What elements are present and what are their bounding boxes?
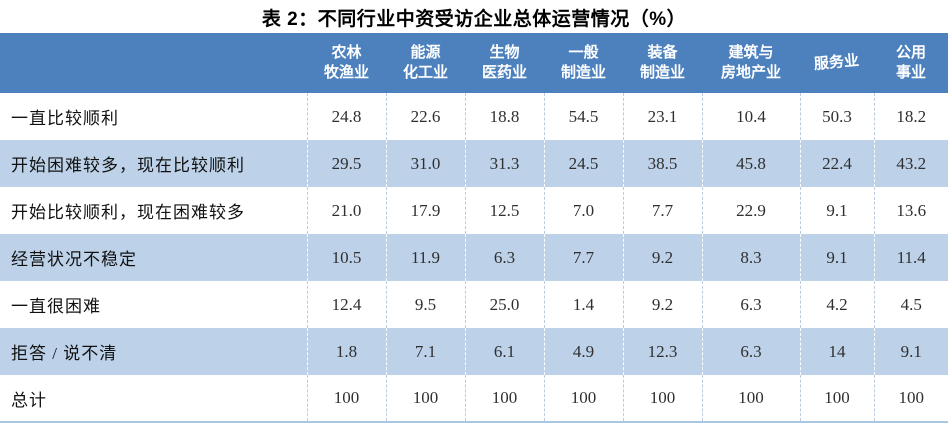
- table-cell: 4.2: [799, 281, 874, 328]
- row-label: 一直很困难: [11, 297, 101, 316]
- table-cell: 6.3: [701, 281, 800, 328]
- table-cell: 31.0: [385, 140, 465, 187]
- table-cell: 31.3: [464, 140, 544, 187]
- column-header-line: 医药业: [481, 64, 527, 81]
- table-cell: 100: [543, 375, 623, 423]
- column-header-line: 建筑与: [728, 44, 774, 61]
- table-cell: 9.1: [873, 328, 948, 375]
- table-cell: 100: [622, 375, 702, 423]
- column-header-line: 制造业: [639, 64, 685, 81]
- table-cell: 24.8: [306, 93, 386, 140]
- row-label: 一直比较顺利: [11, 109, 119, 128]
- table-cell: 23.1: [622, 93, 702, 140]
- column-header-line: 制造业: [560, 64, 606, 81]
- column-header-line: 生物: [489, 44, 520, 61]
- column-header-line: 牧渔业: [323, 64, 369, 81]
- table-cell: 100: [385, 375, 465, 423]
- row-label: 总计: [0, 375, 307, 423]
- table-cell: 9.1: [799, 187, 874, 234]
- table-title: 表 2：不同行业中资受访企业总体运营情况（%）: [261, 9, 687, 30]
- table-cell: 18.2: [873, 93, 948, 140]
- table-cell: 12.3: [622, 328, 702, 375]
- table-cell: 21.0: [306, 187, 386, 234]
- table-cell: 54.5: [543, 93, 623, 140]
- table-cell: 4.5: [873, 281, 948, 328]
- table-cell: 9.5: [385, 281, 465, 328]
- table-row: 一直很困难 12.4 9.5 25.0 1.4 9.2 6.3 4.2 4.5: [0, 281, 948, 328]
- table-cell: 11.9: [385, 234, 465, 281]
- table-cell: 11.4: [873, 234, 948, 281]
- industry-operations-table: 农林 牧渔业 能源 化工业 生物 医药业 一般 制造业 装备 制造业 建筑与 房地产业 服务业 公用 事业 …: [0, 33, 948, 423]
- table-cell: 12.4: [306, 281, 386, 328]
- table-cell: 4.9: [543, 328, 623, 375]
- column-header: 一般 制造业: [544, 33, 623, 93]
- column-header-line: 装备: [647, 44, 678, 61]
- table-cell: 1.8: [306, 328, 386, 375]
- column-header-line: 服务业: [813, 52, 861, 73]
- table-cell: 24.5: [543, 140, 623, 187]
- table-cell: 100: [464, 375, 544, 423]
- table-cell: 1.4: [543, 281, 623, 328]
- table-row: 经营状况不稳定 10.5 11.9 6.3 7.7 9.2 8.3 9.1 11.4: [0, 234, 948, 281]
- column-header-line: 事业: [895, 64, 926, 81]
- table-cell: 8.3: [701, 234, 800, 281]
- table-cell: 100: [873, 375, 948, 423]
- table-cell: 6.3: [464, 234, 544, 281]
- column-header-line: 农林: [331, 44, 362, 61]
- column-header-line: 能源: [410, 44, 441, 61]
- column-header: 生物 医药业: [465, 33, 544, 93]
- table-cell: 100: [701, 375, 800, 423]
- table-cell: 12.5: [464, 187, 544, 234]
- row-label: 开始比较顺利，现在困难较多: [11, 203, 245, 222]
- table-cell: 25.0: [464, 281, 544, 328]
- table-cell: 7.0: [543, 187, 623, 234]
- column-header: 能源 化工业: [386, 33, 465, 93]
- column-header-line: 化工业: [402, 64, 448, 81]
- table-cell: 7.1: [385, 328, 465, 375]
- table-row: 拒答 / 说不清 1.8 7.1 6.1 4.9 12.3 6.3 14 9.1: [0, 328, 948, 375]
- row-label: 开始困难较多，现在比较顺利: [11, 156, 245, 175]
- table-cell: 13.6: [873, 187, 948, 234]
- table-cell: 38.5: [622, 140, 702, 187]
- table-cell: 14: [799, 328, 874, 375]
- table-row: 总计 100 100 100 100 100 100 100 100: [0, 375, 948, 423]
- row-label: 经营状况不稳定: [11, 250, 137, 269]
- table-cell: 6.1: [464, 328, 544, 375]
- table-row: 开始比较顺利，现在困难较多 21.0 17.9 12.5 7.0 7.7 22.9 9.1 13…: [0, 187, 948, 234]
- table-cell: 7.7: [622, 187, 702, 234]
- table-cell: 43.2: [873, 140, 948, 187]
- column-header: 服务业: [800, 33, 874, 93]
- row-label: 拒答 / 说不清: [11, 344, 118, 363]
- column-header-line: 一般: [568, 44, 599, 61]
- table-cell: 22.4: [799, 140, 874, 187]
- table-cell: 29.5: [306, 140, 386, 187]
- table-cell: 10.5: [306, 234, 386, 281]
- column-header: 建筑与 房地产业: [702, 33, 800, 93]
- table-cell: 22.6: [385, 93, 465, 140]
- table-cell: 45.8: [701, 140, 800, 187]
- table-cell: 9.1: [799, 234, 874, 281]
- table-row: 开始困难较多，现在比较顺利 29.5 31.0 31.3 24.5 38.5 45.8 22.…: [0, 140, 948, 187]
- corner-cell: [0, 33, 307, 93]
- table-cell: 6.3: [701, 328, 800, 375]
- column-header-line: 公用: [895, 44, 926, 61]
- table-cell: 9.2: [622, 234, 702, 281]
- table-header-row: 农林 牧渔业 能源 化工业 生物 医药业 一般 制造业 装备 制造业 建筑与 房地产业 服务业 公用 事业: [0, 33, 948, 93]
- table-cell: 17.9: [385, 187, 465, 234]
- table-cell: 50.3: [799, 93, 874, 140]
- table-cell: 100: [306, 375, 386, 423]
- table-cell: 10.4: [701, 93, 800, 140]
- column-header-line: 房地产业: [720, 64, 781, 81]
- table-cell: 18.8: [464, 93, 544, 140]
- table-cell: 22.9: [701, 187, 800, 234]
- table-row: 一直比较顺利 24.8 22.6 18.8 54.5 23.1 10.4 50.3 18.2: [0, 93, 948, 140]
- table-cell: 7.7: [543, 234, 623, 281]
- table-body: 一直比较顺利 24.8 22.6 18.8 54.5 23.1 10.4 50.3 18.2 开始…: [0, 93, 948, 423]
- column-header: 公用 事业: [874, 33, 948, 93]
- table-cell: 9.2: [622, 281, 702, 328]
- table-cell: 100: [799, 375, 874, 423]
- column-header: 装备 制造业: [623, 33, 702, 93]
- column-header: 农林 牧渔业: [307, 33, 386, 93]
